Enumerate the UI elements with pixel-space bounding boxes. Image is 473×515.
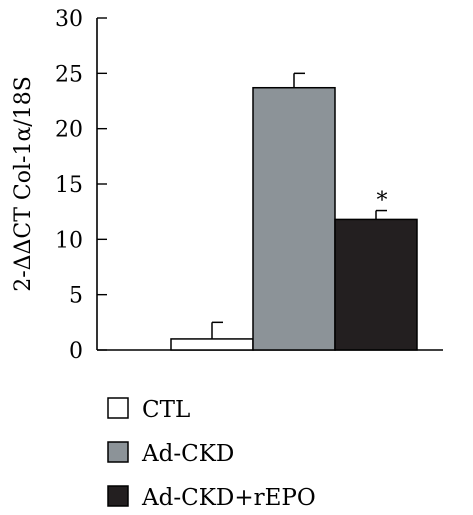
legend-swatch-2 [107,485,129,507]
y-tick-label: 15 [55,173,83,198]
legend-label: CTL [142,397,190,423]
y-tick-label: 5 [69,284,83,309]
bar-1 [252,86,336,351]
significance-marker: * [377,189,388,214]
bar-0 [170,338,254,351]
legend-label: Ad-CKD [141,441,234,467]
legend-swatch-1 [107,441,129,463]
legend-swatch-0 [107,397,129,419]
y-tick-label: 10 [55,228,83,253]
legend-label: Ad-CKD+rEPO [141,485,316,511]
y-tick-label: 0 [69,339,83,364]
y-tick-label: 25 [55,62,83,87]
plot-area: 0 5 10 15 20 25 30 * [55,7,443,364]
bar-2 [334,218,418,351]
y-tick-label: 30 [55,7,83,32]
y-tick-label: 20 [55,118,83,143]
y-axis-label: 2-ΔΔCT Col-1α/18S [11,76,36,292]
legend: CTL Ad-CKD Ad-CKD+rEPO [107,397,316,511]
